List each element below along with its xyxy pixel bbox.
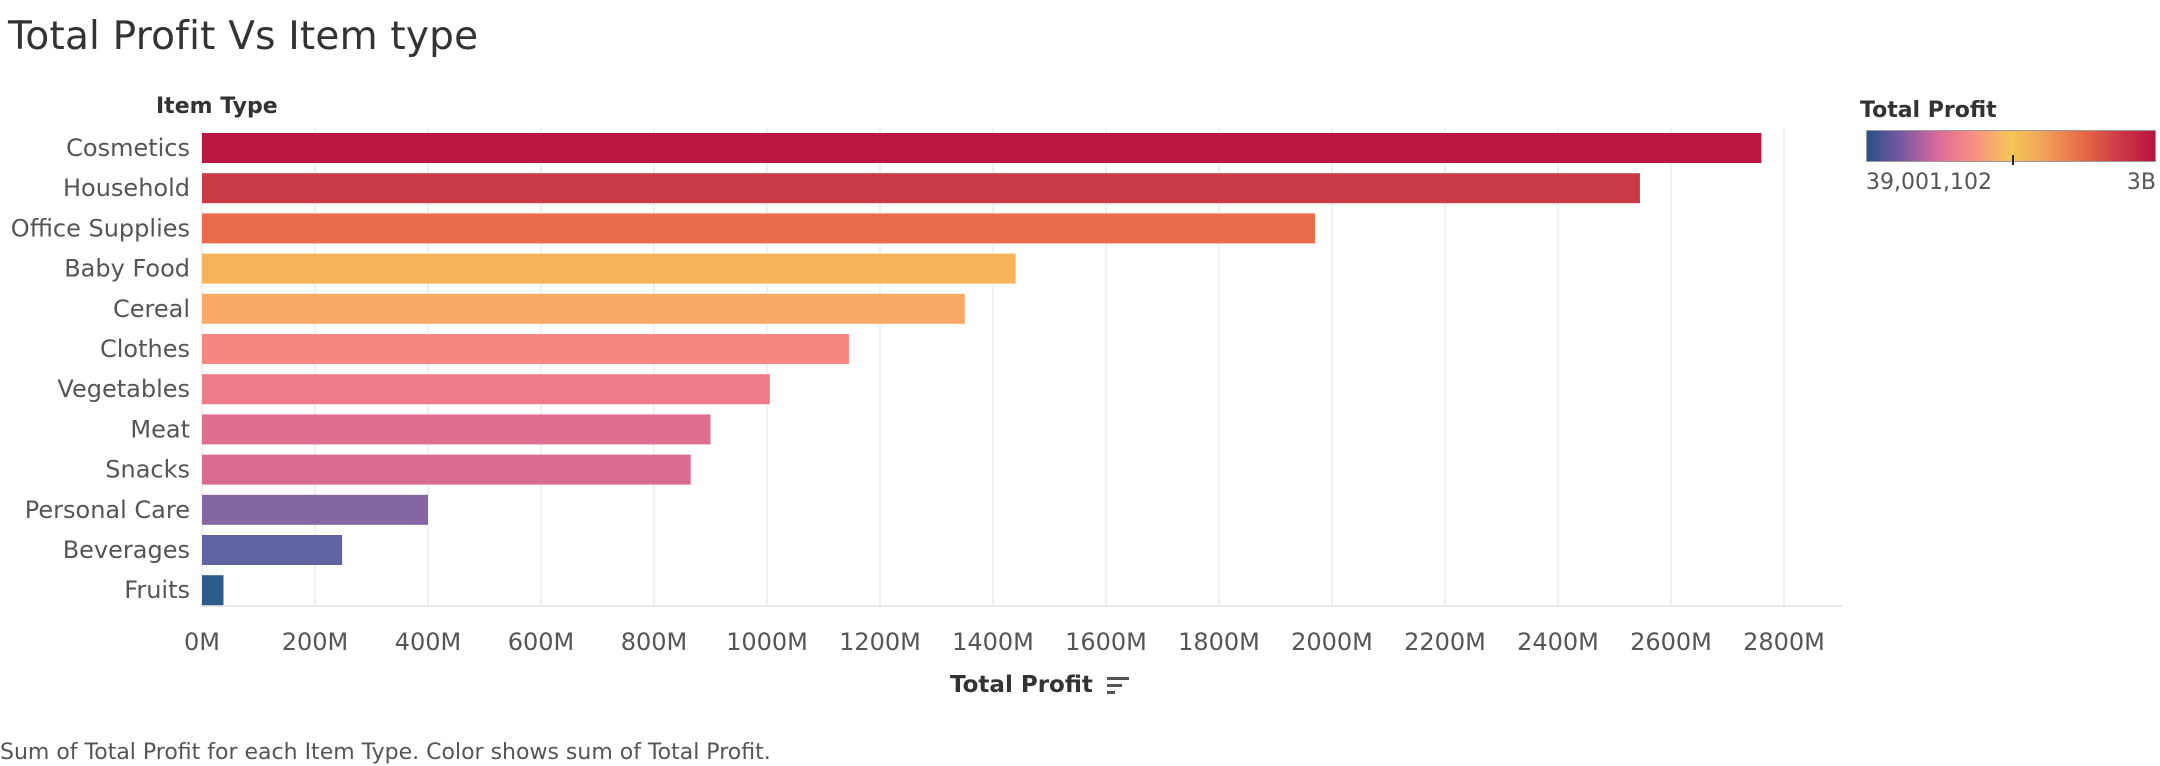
category-label-beverages: Beverages [63, 536, 190, 564]
bar-personal-care[interactable] [202, 494, 428, 525]
sort-icon[interactable] [1106, 675, 1129, 695]
bar-meat[interactable] [202, 414, 711, 445]
chart-caption: Sum of Total Profit for each Item Type. … [0, 740, 771, 765]
color-legend-gradient[interactable] [1866, 130, 2156, 162]
bar-fruits[interactable] [202, 575, 224, 606]
bar-snacks[interactable] [202, 454, 691, 485]
legend-marker [2012, 155, 2014, 165]
x-tick-label-12: 2400M [1517, 628, 1599, 656]
x-tick-label-6: 1200M [839, 628, 921, 656]
x-tick-label-9: 1800M [1178, 628, 1260, 656]
category-label-personal-care: Personal Care [25, 496, 190, 524]
x-tick-label-3: 600M [508, 628, 575, 656]
x-tick-label-4: 800M [621, 628, 688, 656]
x-tick-label-2: 400M [395, 628, 462, 656]
bar-vegetables[interactable] [202, 374, 770, 405]
x-tick-label-1: 200M [282, 628, 349, 656]
legend-min-label: 39,001,102 [1866, 170, 1992, 195]
category-label-clothes: Clothes [100, 335, 190, 363]
bar-cosmetics[interactable] [202, 133, 1762, 163]
category-label-snacks: Snacks [105, 456, 190, 484]
category-label-vegetables: Vegetables [57, 375, 190, 403]
bar-clothes[interactable] [202, 334, 849, 364]
bar-household[interactable] [202, 173, 1640, 204]
x-tick-label-5: 1000M [726, 628, 808, 656]
category-label-meat: Meat [130, 415, 190, 443]
x-tick-label-13: 2600M [1630, 628, 1712, 656]
category-label-household: Household [63, 174, 190, 202]
row-header-item-type: Item Type [156, 94, 278, 119]
x-tick-label-8: 1600M [1065, 628, 1147, 656]
x-tick-label-7: 1400M [952, 628, 1034, 656]
legend-title: Total Profit [1860, 98, 1997, 123]
x-axis-header: Total Profit [950, 672, 1129, 698]
x-tick-label-0: 0M [184, 628, 220, 656]
x-tick-label-10: 2000M [1291, 628, 1373, 656]
category-label-cosmetics: Cosmetics [66, 134, 190, 162]
category-label-fruits: Fruits [124, 576, 190, 604]
category-label-baby-food: Baby Food [64, 255, 190, 283]
bar-office-supplies[interactable] [202, 213, 1316, 244]
x-tick-label-11: 2200M [1404, 628, 1486, 656]
bar-cereal[interactable] [202, 293, 965, 324]
x-axis-label: Total Profit [950, 672, 1093, 698]
bar-baby-food[interactable] [202, 253, 1016, 284]
category-label-office-supplies: Office Supplies [11, 214, 190, 242]
category-label-cereal: Cereal [113, 295, 190, 323]
x-tick-label-14: 2800M [1743, 628, 1825, 656]
chart-title: Total Profit Vs Item type [8, 14, 479, 59]
bar-beverages[interactable] [202, 535, 343, 565]
legend-max-label: 3B [2126, 170, 2156, 195]
